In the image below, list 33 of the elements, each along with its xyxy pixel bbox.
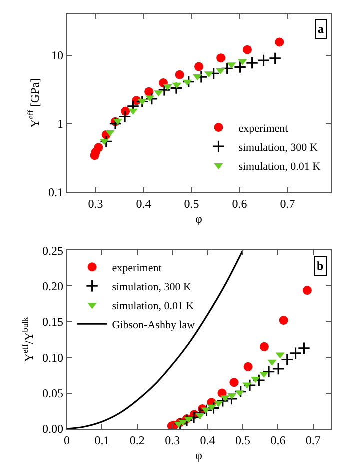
x-tick-label: 0.2 <box>130 434 145 448</box>
y-tick-label: 0.20 <box>42 279 64 294</box>
x-tick-label: 0.4 <box>200 434 216 448</box>
x-tick-label: 0.3 <box>165 434 180 448</box>
legend-label: simulation, 0.01 K <box>238 160 321 173</box>
y-tick-label: 0.00 <box>42 422 64 436</box>
x-tick-label: 0.7 <box>280 196 296 211</box>
x-tick-label: 0.1 <box>94 434 110 448</box>
x-tick-label: 0.3 <box>88 196 104 211</box>
x-tick-label: 0.5 <box>236 434 250 448</box>
legend-label: simulation, 300 K <box>238 142 318 154</box>
y-tick-label: 10 <box>52 48 64 62</box>
y-tick-label: 0.10 <box>42 350 64 365</box>
x-axis-title: φ <box>196 212 203 226</box>
x-tick-label: 0 <box>64 434 70 448</box>
legend-label: simulation, 0.01 K <box>112 300 194 312</box>
x-tick-label: 0.6 <box>232 196 248 211</box>
x-tick-label: 0.6 <box>270 434 286 448</box>
y-tick-label: 1 <box>58 117 64 132</box>
y-tick-label: 0.05 <box>42 386 64 401</box>
y-tick-label: 0.25 <box>42 244 64 258</box>
x-tick-label: 0.7 <box>306 434 321 448</box>
legend-label: experiment <box>238 122 288 135</box>
x-axis-title: φ <box>196 448 203 462</box>
x-tick-label: 0.4 <box>136 196 152 211</box>
x-tick-label: 0.5 <box>184 196 200 211</box>
annotation: b <box>317 259 324 273</box>
y-tick-label: 0.1 <box>48 186 64 200</box>
y-tick-label: 0.15 <box>42 315 64 330</box>
legend-label: experiment <box>112 262 162 274</box>
annotation: a <box>318 22 324 36</box>
legend-label: Gibson-Ashby law <box>112 319 196 332</box>
legend-label: simulation, 300 K <box>112 281 192 294</box>
